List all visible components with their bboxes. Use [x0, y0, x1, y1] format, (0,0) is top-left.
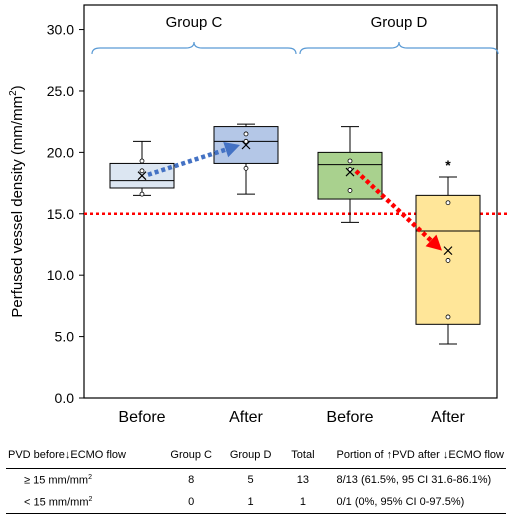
group-brace-1	[299, 41, 499, 55]
x-category-label: After	[431, 409, 465, 426]
table-row: < 15 mm/mm2 0 1 1 0/1 (0%, 95% CI 0-97.5…	[6, 491, 506, 514]
mean-marker	[443, 246, 453, 256]
arrows-layer	[147, 142, 442, 251]
group-label: Group C	[166, 14, 223, 31]
plot-frame	[83, 4, 498, 399]
y-tick-label: 15.0	[47, 206, 74, 222]
table-header-row: PVD before↓ECMO flow Group C Group D Tot…	[6, 441, 506, 469]
row-portion: 8/13 (61.5%, 95 CI 31.6-86.1%)	[336, 474, 492, 486]
header-total: Total	[279, 441, 327, 469]
box-plot-chart: 0.0 5.0 10.0 15.0 20.0 25.0 30.0 Perfused vesse…	[8, 4, 509, 426]
data-point	[445, 314, 451, 320]
mean-marker	[137, 171, 147, 181]
data-point	[243, 138, 249, 144]
row-total: 1	[279, 491, 327, 514]
data-point	[347, 158, 353, 164]
data-point	[139, 191, 145, 197]
y-tick-label: 0.0	[55, 390, 75, 406]
row-total: 13	[296, 474, 310, 486]
header-group-c: Group C	[160, 441, 222, 469]
y-tick-label: 30.0	[47, 22, 74, 38]
mean-marker	[345, 167, 355, 177]
y-axis-label-close: )	[9, 85, 26, 90]
data-point	[445, 200, 451, 206]
row-portion: 0/1 (0%, 95% CI 0-97.5%)	[326, 491, 506, 514]
y-axis-label-text: Perfused vessel density (mm/mm	[9, 96, 26, 318]
row-group-d: 1	[221, 491, 280, 514]
row-group-c: 8	[188, 474, 195, 486]
arrow-line-1	[354, 169, 433, 243]
significance-marker: *	[445, 157, 451, 173]
data-point	[243, 131, 249, 137]
data-point	[139, 158, 145, 164]
row-group-c: 0	[160, 491, 222, 514]
y-tick-label: 5.0	[55, 329, 75, 345]
box-0	[109, 140, 175, 197]
x-category-label: After	[229, 409, 263, 426]
arrow-head-0	[223, 142, 240, 158]
header-portion: Portion of ↑PVD after ↓ECMO flow	[326, 441, 506, 469]
axes: 0.0 5.0 10.0 15.0 20.0 25.0 30.0 Perfused vesse…	[8, 4, 498, 406]
boxes-layer: *	[109, 123, 481, 345]
row-label: < 15 mm/mm2	[6, 491, 161, 514]
row-label: ≥ 15 mm/mm2	[24, 473, 92, 487]
x-category-label: Before	[118, 409, 165, 426]
y-tick-label: 20.0	[47, 144, 74, 160]
box-1	[213, 123, 279, 195]
x-category-label: Before	[326, 409, 373, 426]
box-3	[415, 176, 481, 345]
header-group-d: Group D	[221, 441, 280, 469]
summary-table: PVD before↓ECMO flow Group C Group D Tot…	[6, 441, 506, 514]
box-2	[317, 126, 383, 223]
y-tick-label: 25.0	[47, 83, 74, 99]
group-label: Group D	[371, 14, 428, 31]
data-point	[243, 165, 249, 171]
mean-marker	[241, 140, 251, 150]
data-point	[139, 168, 145, 174]
table-row: ≥ 15 mm/mm2 8 5 13 8/13 (61.5%, 95 CI 31…	[6, 469, 506, 492]
data-point	[445, 258, 451, 263]
y-tick-label: 10.0	[47, 267, 74, 283]
data-point	[347, 188, 353, 193]
header-pvd: PVD before↓ECMO flow	[6, 441, 161, 469]
labels-layer: Before After Before After Group C Group D	[91, 14, 499, 426]
group-brace-0	[91, 41, 297, 55]
y-axis-label-sup: 2	[8, 90, 19, 96]
arrow-head-1	[425, 234, 442, 251]
y-axis-label: Perfused vessel density (mm/mm2)	[8, 85, 26, 317]
row-group-d: 5	[247, 474, 254, 486]
